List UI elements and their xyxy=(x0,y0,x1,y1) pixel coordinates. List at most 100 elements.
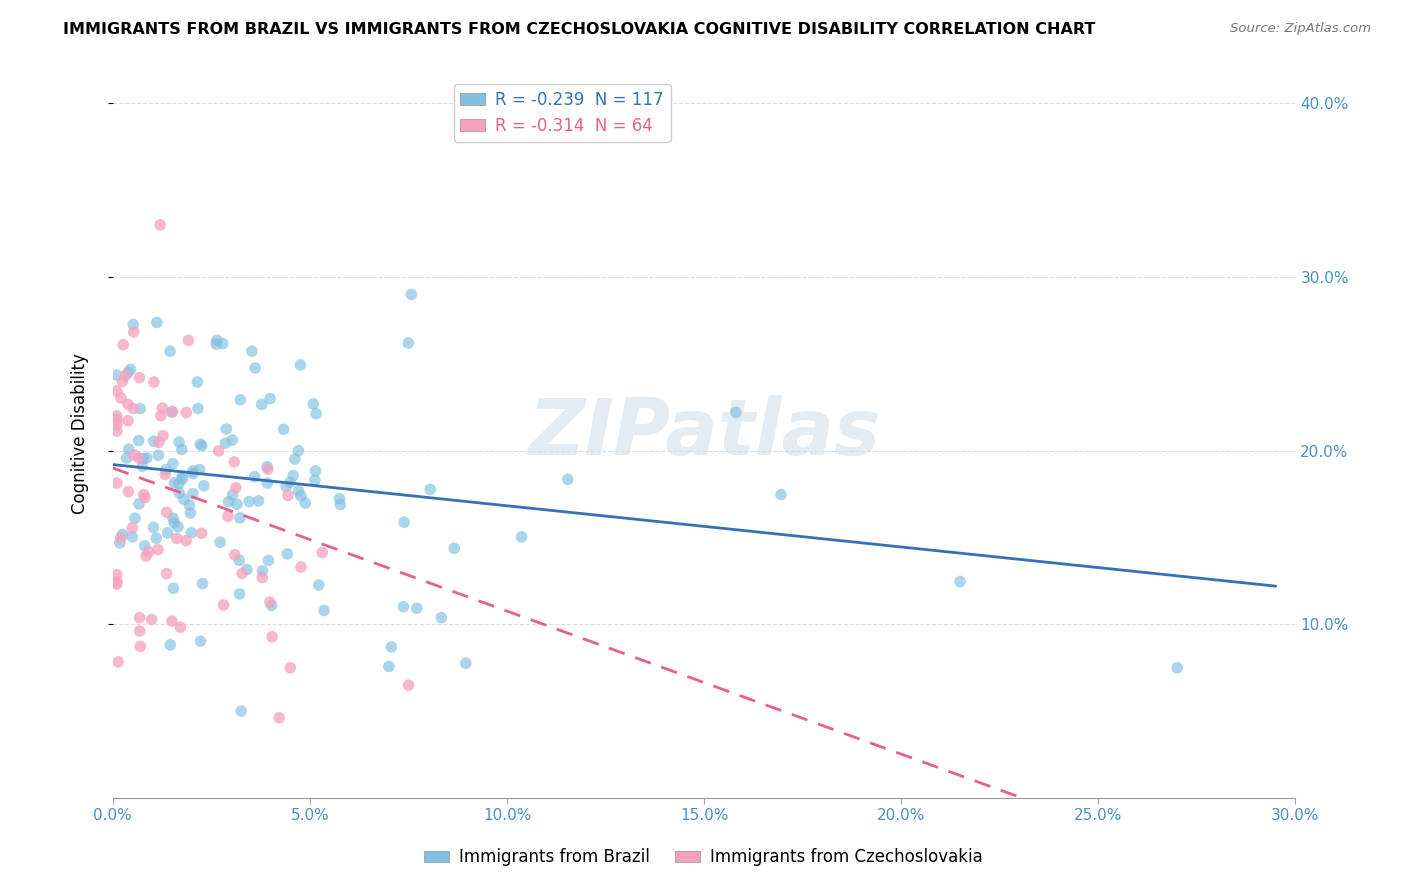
Point xyxy=(221,433,243,447)
Point xyxy=(155,462,177,476)
Point xyxy=(226,497,249,511)
Point xyxy=(221,488,243,502)
Point xyxy=(231,566,253,581)
Point xyxy=(159,344,181,359)
Point xyxy=(141,612,163,626)
Point xyxy=(256,476,278,491)
Point xyxy=(179,498,201,512)
Point xyxy=(243,469,266,483)
Point xyxy=(294,496,316,510)
Point xyxy=(163,475,186,490)
Point xyxy=(146,315,169,329)
Point xyxy=(105,476,128,491)
Point xyxy=(215,422,238,436)
Point xyxy=(180,525,202,540)
Point xyxy=(105,384,128,398)
Point xyxy=(205,337,228,351)
Point xyxy=(110,531,132,545)
Point xyxy=(190,439,212,453)
Point xyxy=(259,595,281,609)
Point xyxy=(256,459,278,474)
Point xyxy=(207,443,229,458)
Point xyxy=(278,475,301,490)
Point xyxy=(304,464,326,478)
Point xyxy=(162,582,184,596)
Point xyxy=(247,494,270,508)
Point xyxy=(159,638,181,652)
Point xyxy=(186,375,208,389)
Point xyxy=(274,479,297,493)
Point xyxy=(128,497,150,511)
Point xyxy=(724,405,747,419)
Point xyxy=(190,526,212,541)
Point xyxy=(454,656,477,670)
Point xyxy=(105,567,128,582)
Point xyxy=(111,375,134,389)
Point xyxy=(276,547,298,561)
Point xyxy=(122,325,145,339)
Point xyxy=(111,527,134,541)
Point xyxy=(949,574,972,589)
Point xyxy=(167,486,190,500)
Point xyxy=(224,548,246,562)
Point xyxy=(172,469,194,483)
Point xyxy=(131,459,153,474)
Point xyxy=(191,576,214,591)
Point xyxy=(142,434,165,449)
Point xyxy=(770,488,793,502)
Point xyxy=(122,401,145,416)
Point xyxy=(128,624,150,639)
Point xyxy=(188,437,211,451)
Point xyxy=(128,370,150,384)
Point xyxy=(146,542,169,557)
Point xyxy=(257,462,280,476)
Point xyxy=(132,488,155,502)
Point xyxy=(392,599,415,614)
Point xyxy=(117,484,139,499)
Point xyxy=(302,397,325,411)
Y-axis label: Cognitive Disability: Cognitive Disability xyxy=(72,353,89,514)
Point xyxy=(180,506,202,520)
Point xyxy=(181,467,204,481)
Point xyxy=(396,335,419,350)
Point xyxy=(1166,661,1188,675)
Point xyxy=(149,218,172,232)
Point xyxy=(105,577,128,591)
Point xyxy=(155,566,177,581)
Point xyxy=(134,491,156,505)
Text: ZIPatlas: ZIPatlas xyxy=(529,395,880,471)
Point xyxy=(167,476,190,491)
Point xyxy=(173,492,195,507)
Point xyxy=(305,407,328,421)
Point xyxy=(217,509,239,524)
Point xyxy=(312,603,335,617)
Point xyxy=(228,587,250,601)
Point xyxy=(174,405,197,419)
Point xyxy=(329,498,352,512)
Point xyxy=(260,599,283,613)
Point xyxy=(121,530,143,544)
Point xyxy=(170,442,193,457)
Point xyxy=(105,424,128,438)
Point xyxy=(155,467,177,482)
Legend: Immigrants from Brazil, Immigrants from Czechoslovakia: Immigrants from Brazil, Immigrants from … xyxy=(418,842,988,873)
Point xyxy=(392,515,415,529)
Point xyxy=(118,442,141,457)
Point xyxy=(188,462,211,476)
Point xyxy=(187,401,209,416)
Point xyxy=(283,468,305,483)
Point xyxy=(278,661,301,675)
Point xyxy=(212,598,235,612)
Point xyxy=(510,530,533,544)
Point xyxy=(257,553,280,567)
Legend: R = -0.239  N = 117, R = -0.314  N = 64: R = -0.239 N = 117, R = -0.314 N = 64 xyxy=(454,84,671,142)
Point xyxy=(287,443,309,458)
Point xyxy=(269,711,291,725)
Point xyxy=(229,511,252,525)
Point xyxy=(290,489,312,503)
Point xyxy=(166,532,188,546)
Point xyxy=(142,520,165,534)
Point xyxy=(311,545,333,559)
Point xyxy=(209,535,232,549)
Point xyxy=(105,368,128,382)
